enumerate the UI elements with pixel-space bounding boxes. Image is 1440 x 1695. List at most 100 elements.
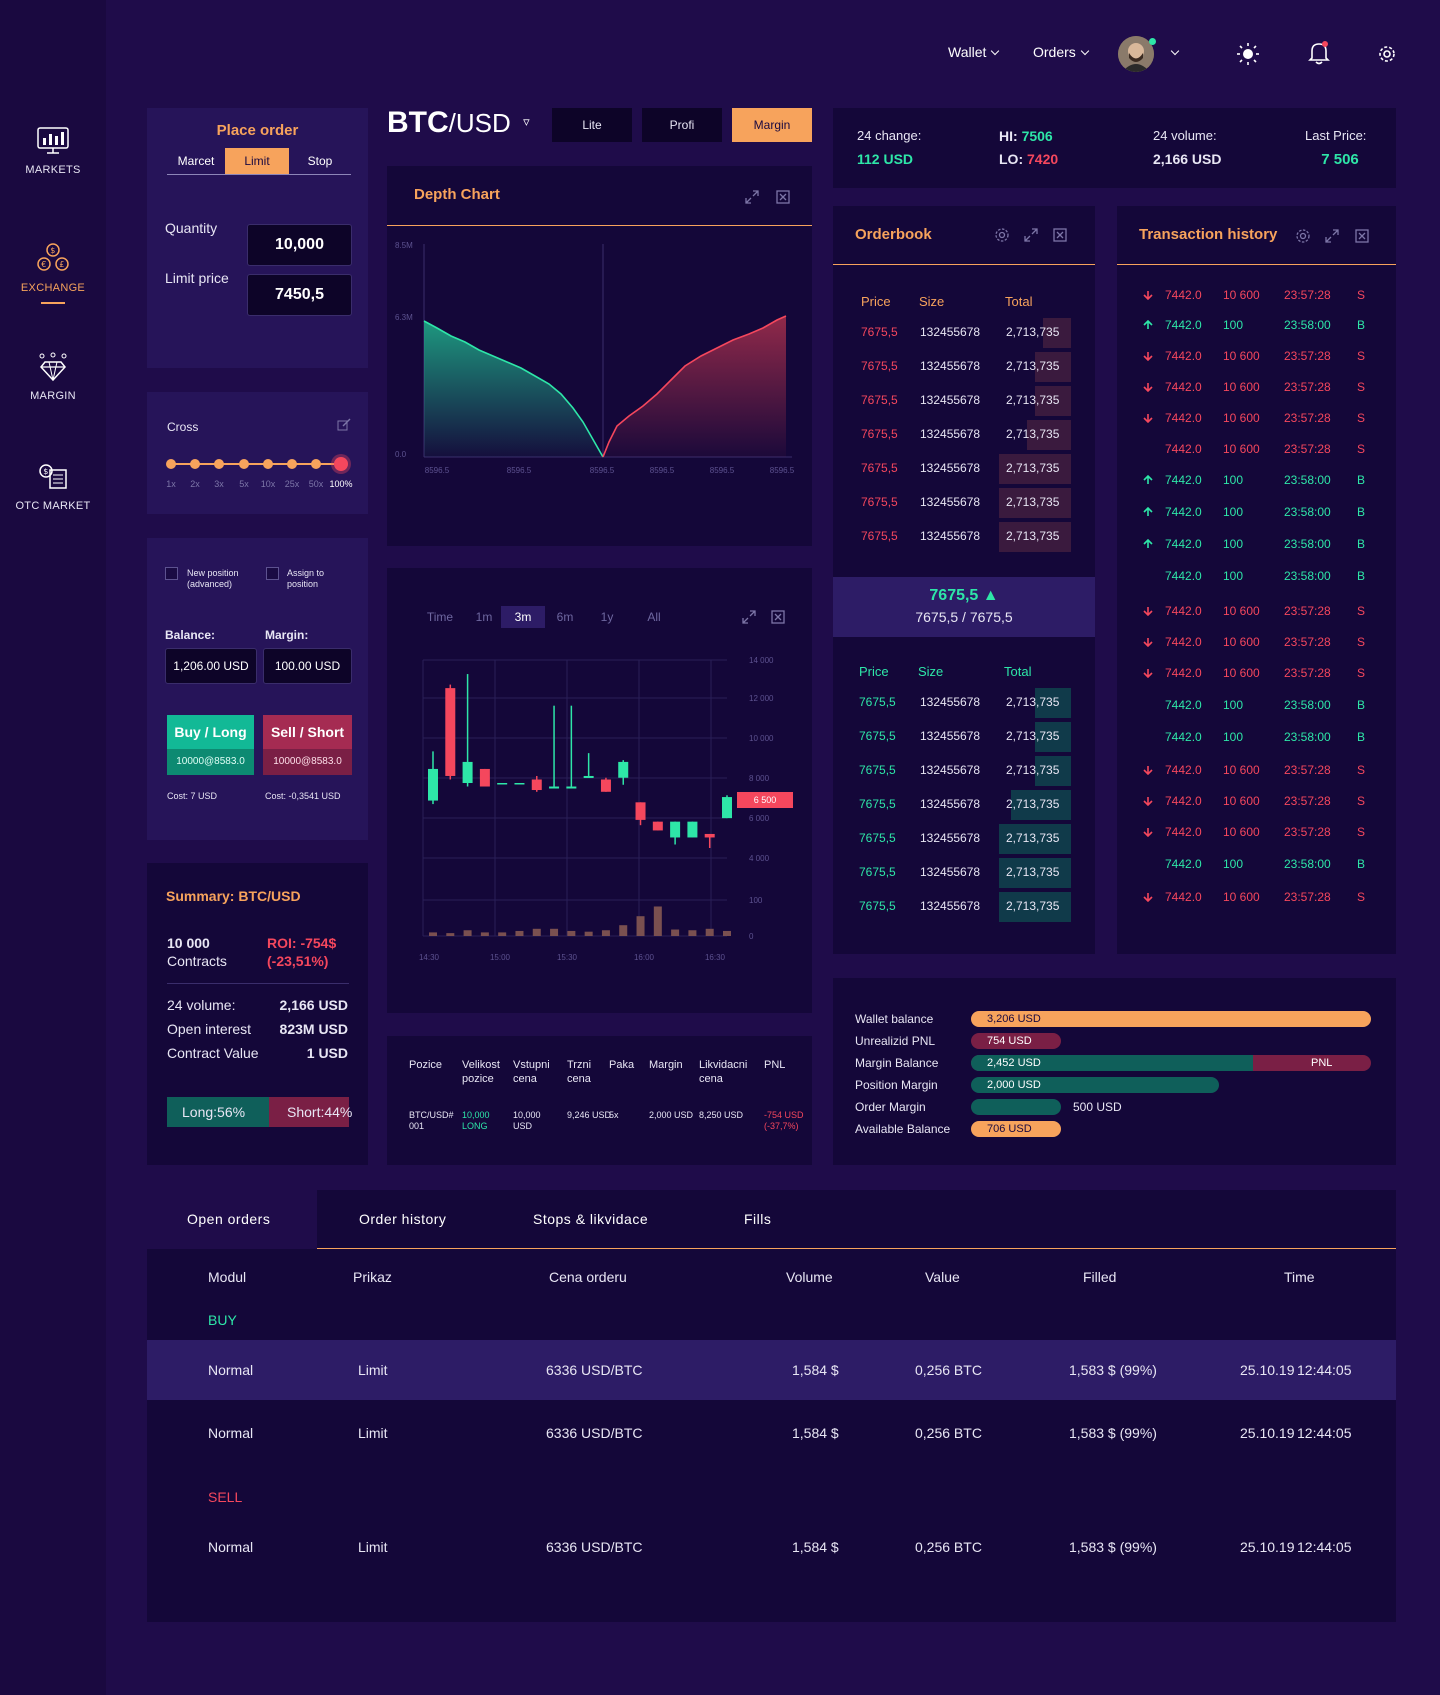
bid-size[interactable]: 132455678 (920, 729, 981, 743)
range-tab[interactable]: 6m (556, 610, 574, 624)
candle-body[interactable] (652, 821, 663, 831)
bid-price[interactable]: 7675,5 (859, 797, 896, 811)
range-tab[interactable]: 1m (475, 610, 493, 624)
range-tab[interactable]: Time (426, 610, 454, 624)
order-date[interactable]: 25.10.19 (1240, 1425, 1295, 1441)
settings-icon[interactable] (994, 227, 1010, 243)
expand-icon[interactable] (1024, 228, 1038, 242)
order-value[interactable]: 0,256 BTC (915, 1539, 982, 1555)
order-modul[interactable]: Normal (208, 1362, 254, 1378)
ask-total[interactable]: 2,713,735 (1006, 393, 1060, 407)
ask-total[interactable]: 2,713,735 (1006, 359, 1060, 373)
candle-body[interactable] (479, 768, 490, 787)
order-filled[interactable]: 1,583 $ (99%) (1069, 1539, 1157, 1555)
candle-body[interactable] (566, 786, 577, 789)
candle-body[interactable] (497, 783, 508, 785)
candle-body[interactable] (670, 821, 681, 838)
leverage-stop[interactable] (287, 459, 297, 469)
order-filled[interactable]: 1,583 $ (99%) (1069, 1362, 1157, 1378)
tab-stops-likvidace[interactable]: Stops & likvidace (533, 1211, 649, 1227)
bid-total[interactable]: 2,713,735 (1006, 865, 1060, 879)
order-cena[interactable]: 6336 USD/BTC (546, 1425, 643, 1441)
ask-total[interactable]: 2,713,735 (1006, 495, 1060, 509)
range-tab[interactable]: All (647, 610, 661, 624)
ask-size[interactable]: 132455678 (920, 461, 981, 475)
leverage-track[interactable] (171, 463, 341, 465)
bid-total[interactable]: 2,713,735 (1006, 729, 1060, 743)
ask-size[interactable]: 132455678 (920, 427, 981, 441)
order-volume[interactable]: 1,584 $ (792, 1539, 839, 1555)
sun-icon[interactable] (1237, 43, 1259, 65)
margin-input[interactable]: 100.00 USD (263, 648, 352, 684)
order-value[interactable]: 0,256 BTC (915, 1425, 982, 1441)
ask-size[interactable]: 132455678 (920, 529, 981, 543)
new-position-checkbox[interactable] (165, 567, 178, 580)
ask-price[interactable]: 7675,5 (861, 495, 898, 509)
candle-body[interactable] (531, 779, 542, 791)
order-filled[interactable]: 1,583 $ (99%) (1069, 1425, 1157, 1441)
leverage-stop[interactable] (334, 457, 348, 471)
bid-price[interactable]: 7675,5 (859, 899, 896, 913)
order-volume[interactable]: 1,584 $ (792, 1425, 839, 1441)
candle-body[interactable] (462, 761, 473, 783)
candle-body[interactable] (704, 833, 715, 838)
edit-icon[interactable] (337, 418, 351, 432)
ask-price[interactable]: 7675,5 (861, 393, 898, 407)
order-prikaz[interactable]: Limit (358, 1539, 388, 1555)
assign-position-checkbox[interactable] (266, 567, 279, 580)
order-cena[interactable]: 6336 USD/BTC (546, 1362, 643, 1378)
candle-body[interactable] (549, 786, 560, 789)
bid-size[interactable]: 132455678 (920, 899, 981, 913)
tab-market[interactable]: Marcet (177, 154, 215, 168)
candle-body[interactable] (600, 779, 611, 792)
buy-long-button[interactable]: Buy / Long 10000@8583.0 (167, 715, 254, 775)
tab-fills[interactable]: Fills (744, 1211, 772, 1227)
bid-price[interactable]: 7675,5 (859, 865, 896, 879)
ask-price[interactable]: 7675,5 (861, 359, 898, 373)
bid-price[interactable]: 7675,5 (859, 729, 896, 743)
candle-body[interactable] (514, 783, 525, 785)
candle-body[interactable] (687, 821, 698, 838)
bid-price[interactable]: 7675,5 (859, 763, 896, 777)
ask-price[interactable]: 7675,5 (861, 427, 898, 441)
ask-price[interactable]: 7675,5 (861, 325, 898, 339)
leverage-stop[interactable] (166, 459, 176, 469)
order-prikaz[interactable]: Limit (358, 1425, 388, 1441)
nav-exchange[interactable]: $ € £ EXCHANGE (0, 242, 106, 304)
expand-icon[interactable] (1325, 229, 1339, 243)
expand-icon[interactable] (745, 190, 759, 204)
bid-price[interactable]: 7675,5 (859, 695, 896, 709)
close-icon[interactable] (771, 610, 785, 624)
gear-icon[interactable] (1377, 44, 1397, 64)
candle-body[interactable] (635, 802, 646, 820)
bid-total[interactable]: 2,713,735 (1006, 695, 1060, 709)
leverage-stop[interactable] (239, 459, 249, 469)
orders-menu[interactable]: Orders (1033, 44, 1090, 60)
bid-price[interactable]: 7675,5 (859, 831, 896, 845)
order-time[interactable]: 12:44:05 (1297, 1362, 1352, 1378)
bid-total[interactable]: 2,713,735 (1006, 763, 1060, 777)
candle-body[interactable] (722, 797, 732, 819)
bid-size[interactable]: 132455678 (920, 695, 981, 709)
mode-margin-button[interactable]: Margin (732, 108, 812, 142)
limit-price-input[interactable]: 7450,5 (247, 274, 352, 316)
wallet-menu[interactable]: Wallet (948, 44, 1000, 60)
ask-size[interactable]: 132455678 (920, 393, 981, 407)
ask-total[interactable]: 2,713,735 (1006, 461, 1060, 475)
bid-total[interactable]: 2,713,735 (1006, 831, 1060, 845)
order-time[interactable]: 12:44:05 (1297, 1425, 1352, 1441)
balance-input[interactable]: 1,206.00 USD (165, 648, 257, 684)
nav-margin[interactable]: MARGIN (0, 352, 106, 402)
bell-icon[interactable] (1308, 40, 1330, 66)
leverage-stop[interactable] (263, 459, 273, 469)
tab-stop[interactable]: Stop (307, 154, 333, 168)
tab-open-orders[interactable]: Open orders (187, 1211, 271, 1227)
order-date[interactable]: 25.10.19 (1240, 1539, 1295, 1555)
order-volume[interactable]: 1,584 $ (792, 1362, 839, 1378)
order-value[interactable]: 0,256 BTC (915, 1362, 982, 1378)
bid-size[interactable]: 132455678 (920, 763, 981, 777)
bid-size[interactable]: 132455678 (920, 797, 981, 811)
range-tab[interactable]: 3m (501, 606, 545, 628)
avatar[interactable] (1118, 36, 1154, 72)
pair-title[interactable]: BTC/USD ▿ (387, 106, 530, 140)
